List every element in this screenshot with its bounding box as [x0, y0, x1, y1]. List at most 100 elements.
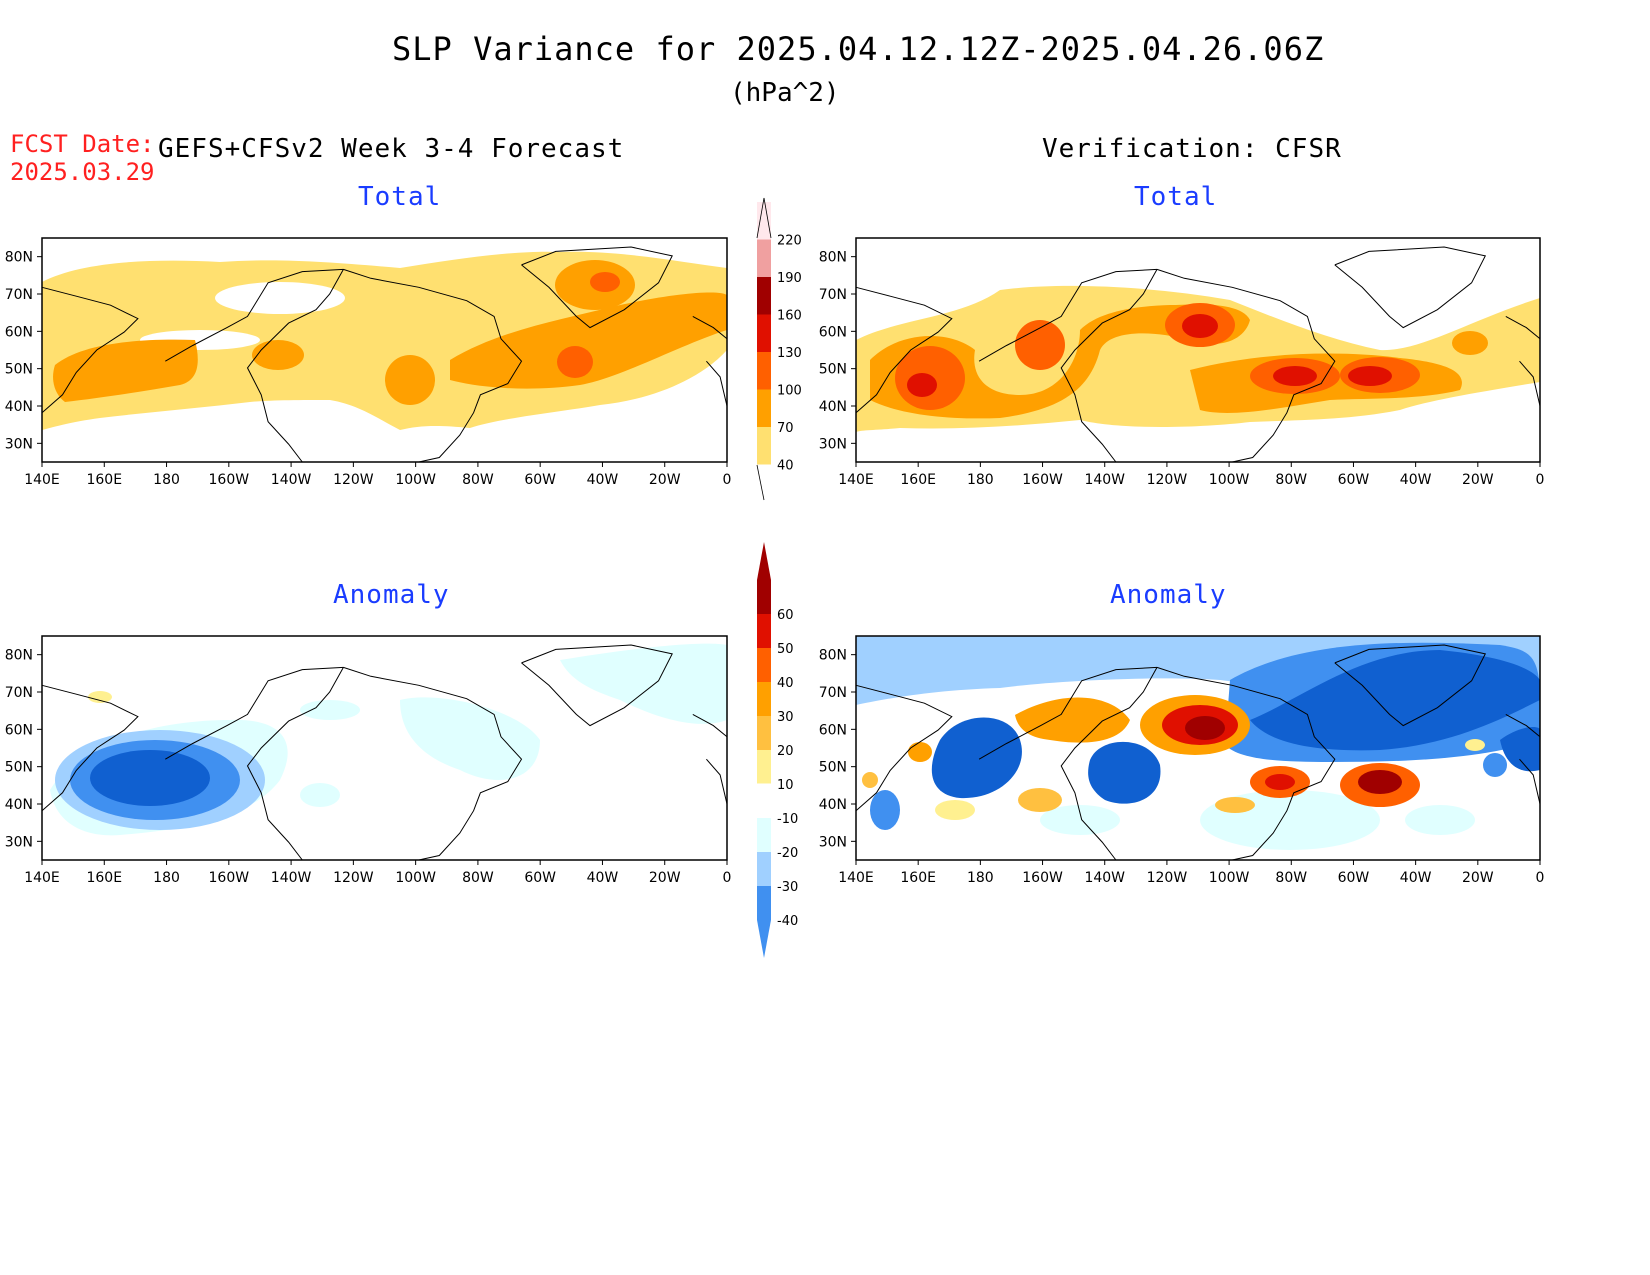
lon-label: 20W [1462, 472, 1494, 488]
colorbar-label: 20 [777, 744, 794, 759]
lon-label: 160W [1022, 472, 1063, 488]
lon-label: 120W [1147, 870, 1188, 886]
verification-label: Verification: CFSR [1042, 134, 1342, 164]
lat-label: 70N [819, 685, 847, 701]
lon-label: 140E [24, 472, 60, 488]
lon-label: 0 [723, 870, 732, 886]
colorbar-swatch [757, 750, 771, 784]
coastline [706, 360, 728, 407]
colorbar-total-bottom-edge [756, 464, 765, 501]
coastline [1156, 666, 1336, 861]
coastline [521, 644, 673, 727]
lat-label: 40N [5, 399, 33, 415]
coastline [1505, 713, 1541, 738]
verif-total-shading [856, 285, 1540, 432]
forecast-total-title: Total [358, 182, 442, 212]
forecast-anomaly-title: Anomaly [333, 580, 450, 610]
lon-label: 80W [462, 870, 494, 886]
lon-label: 180 [153, 870, 180, 886]
lon-label: 180 [967, 870, 994, 886]
colorbar-swatch [757, 202, 771, 240]
lon-label: 140E [24, 870, 60, 886]
lat-label: 30N [5, 436, 33, 452]
lon-label: 60W [524, 870, 556, 886]
lat-label: 50N [819, 362, 847, 378]
lon-label: 40W [587, 472, 619, 488]
lon-label: 160E [86, 472, 122, 488]
lon-label: 140W [271, 870, 312, 886]
colorbar-swatch [757, 614, 771, 648]
forecast-anomaly-shading [50, 643, 727, 836]
verif-total-frame [855, 237, 1541, 463]
colorbar-swatch [757, 818, 771, 852]
colorbar-label: 50 [777, 642, 794, 657]
coastline [41, 286, 139, 414]
lon-label: 120W [1147, 472, 1188, 488]
colorbar-label: -20 [777, 846, 798, 861]
lon-label: 140E [838, 472, 874, 488]
lon-label: 140W [271, 472, 312, 488]
coastline [1156, 268, 1336, 463]
lon-label: 0 [1536, 472, 1545, 488]
lat-label: 80N [5, 250, 33, 266]
lon-label: 140W [1084, 870, 1125, 886]
colorbar-label: 190 [777, 271, 802, 286]
lat-label: 30N [819, 834, 847, 850]
colorbar-total-top-edge [756, 197, 772, 239]
lat-label: 40N [5, 797, 33, 813]
coastline [692, 713, 728, 738]
coastline [1060, 667, 1158, 861]
colorbar-swatch [756, 783, 772, 819]
lon-label: 180 [153, 472, 180, 488]
lon-label: 100W [395, 472, 436, 488]
colorbar-label: 220 [777, 234, 802, 249]
lon-label: 40W [1400, 472, 1432, 488]
lon-label: 120W [333, 472, 374, 488]
lat-label: 50N [819, 760, 847, 776]
lat-label: 30N [819, 436, 847, 452]
lon-label: 60W [1338, 472, 1370, 488]
lat-label: 70N [5, 685, 33, 701]
verif-anomaly-shading [856, 636, 1540, 850]
lon-label: 0 [723, 472, 732, 488]
lat-label: 40N [819, 797, 847, 813]
colorbar-arrow-bottom [757, 920, 771, 958]
coastline [246, 667, 344, 861]
coastline [165, 666, 344, 760]
lon-label: 100W [395, 870, 436, 886]
colorbar-swatch [757, 648, 771, 682]
coastline [706, 758, 728, 805]
lat-label: 60N [819, 324, 847, 340]
coastline [343, 268, 523, 463]
forecast-anomaly-frame [41, 635, 728, 861]
forecast-total-shading [42, 251, 727, 430]
verif-anomaly-frame [855, 635, 1541, 861]
lat-label: 60N [5, 324, 33, 340]
coastline [521, 246, 673, 329]
coastline [41, 684, 139, 812]
coastline [1519, 360, 1541, 407]
lon-label: 60W [524, 472, 556, 488]
colorbar-label: 100 [777, 384, 802, 399]
colorbar-label: -30 [777, 880, 798, 895]
coastline [246, 269, 344, 463]
colorbar-label: 40 [777, 676, 794, 691]
lon-label: 80W [1275, 472, 1307, 488]
lon-label: 160W [209, 472, 250, 488]
coastline [1519, 758, 1541, 805]
colorbar-label: -10 [777, 812, 798, 827]
verif-anomaly-map [856, 636, 1540, 860]
lon-label: 60W [1338, 870, 1370, 886]
fcst-date-label: FCST Date: [10, 130, 155, 158]
forecast-label: GEFS+CFSv2 Week 3-4 Forecast [158, 134, 625, 164]
verif-total-title: Total [1134, 182, 1218, 212]
page-title: SLP Variance for 2025.04.12.12Z-2025.04.… [392, 30, 1325, 68]
colorbar-label: 130 [777, 346, 802, 361]
colorbar-swatch [757, 314, 771, 352]
lat-label: 60N [819, 722, 847, 738]
lat-label: 50N [5, 362, 33, 378]
colorbar-swatch [757, 239, 771, 277]
coastline [343, 666, 523, 861]
coastline [1060, 269, 1158, 463]
